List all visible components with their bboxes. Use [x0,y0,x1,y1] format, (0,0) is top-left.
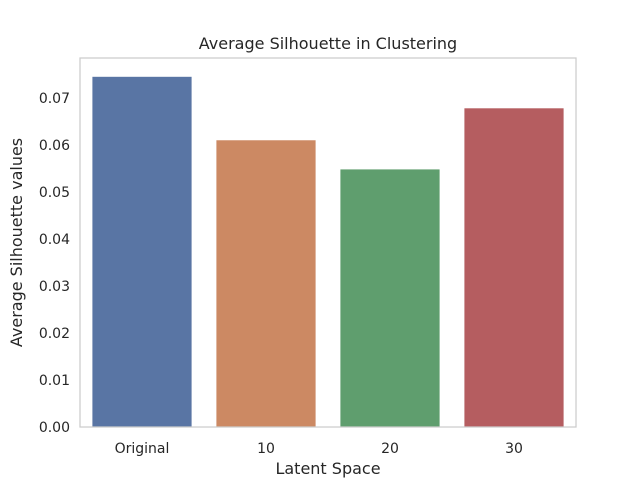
bar-20 [340,169,440,427]
plot-frame [79,57,577,428]
y-tick-label: 0.02 [39,326,70,342]
y-tick-label: 0.07 [39,91,70,107]
y-tick-label: 0.01 [39,373,70,389]
y-tick-label: 0.05 [39,185,70,201]
y-tick-label: 0.06 [39,138,70,154]
y-tick-label: 0.00 [39,420,70,436]
x-tick-label: 30 [505,441,523,457]
y-axis-label: Average Silhouette values [7,138,26,347]
x-tick-label: Original [115,441,170,457]
y-tick-label: 0.03 [39,279,70,295]
y-tick-label: 0.04 [39,232,70,248]
bar-30 [464,108,564,427]
x-axis-label: Latent Space [275,459,380,478]
chart-title: Average Silhouette in Clustering [199,34,457,53]
bar-10 [216,140,316,427]
x-tick-label: 10 [257,441,275,457]
x-tick-label: 20 [381,441,399,457]
bar-original [92,76,192,427]
